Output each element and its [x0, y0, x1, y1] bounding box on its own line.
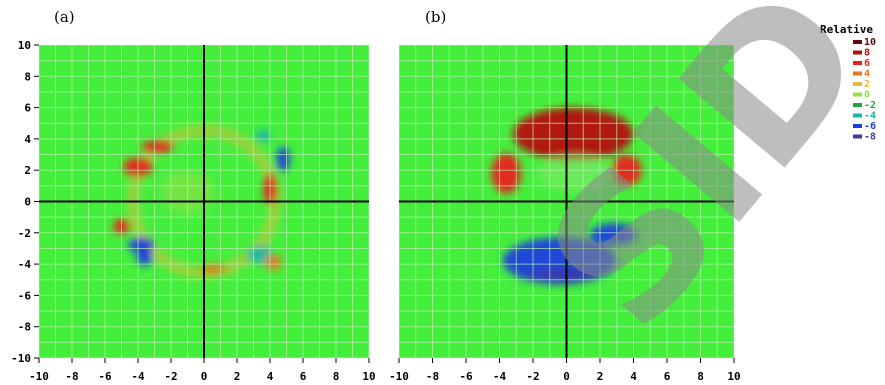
legend-swatch — [853, 40, 862, 44]
legend-label: 10 — [864, 37, 876, 48]
x-tick-label-a: 0 — [201, 370, 208, 383]
x-tick-label-a: 2 — [234, 370, 241, 383]
x-tick-label-a: 6 — [300, 370, 307, 383]
x-tick-label-b: -8 — [426, 370, 439, 383]
x-tick-label-b: 4 — [630, 370, 637, 383]
x-tick-label-a: 8 — [333, 370, 340, 383]
y-tick-label-a: 0 — [24, 196, 31, 209]
heatmap-panel-a: -10 -8 -6 -4 -2 0 2 4 6 8 10 10 8 6 4 2 0 -2 -4 -6 -8 -10 — [11, 39, 376, 383]
legend-swatch — [853, 124, 862, 128]
heatmap-blob-a-10 — [265, 254, 282, 271]
x-tick-label-b: -2 — [526, 370, 539, 383]
y-tick-label-a: -10 — [11, 352, 31, 365]
legend-label: 4 — [864, 69, 870, 80]
heatmap-blob-b-0 — [512, 107, 634, 161]
heatmap-blob-b-5 — [526, 268, 601, 282]
y-tick-label-a: 6 — [24, 102, 31, 115]
legend-label: 6 — [864, 58, 870, 69]
legend-swatch — [853, 92, 862, 97]
x-tick-label-b: -6 — [459, 370, 473, 383]
heatmap-blob-a-6 — [276, 146, 290, 172]
legend-label: 2 — [864, 79, 870, 90]
legend-swatch — [853, 50, 862, 55]
x-tick-label-b: 8 — [697, 370, 704, 383]
x-tick-label-b: -4 — [493, 370, 507, 383]
x-tick-label-b: 2 — [597, 370, 604, 383]
axes-a — [34, 44, 370, 363]
x-tick-label-a: -10 — [29, 370, 49, 383]
heatmap-blob-a-2 — [141, 140, 175, 153]
heatmap-blob-b-1 — [491, 152, 522, 194]
y-tick-label-a: -4 — [18, 258, 32, 271]
legend-label: -6 — [864, 121, 876, 132]
legend-swatch — [853, 82, 862, 86]
heatmap-blob-b-4 — [589, 223, 637, 246]
legend-swatch — [853, 113, 862, 118]
legend-label: 8 — [864, 48, 870, 59]
x-tick-label-a: 10 — [362, 370, 375, 383]
heatmap-blob-a-4 — [128, 237, 155, 254]
x-tick-label-a: -6 — [98, 370, 112, 383]
heatmap-features-b — [491, 107, 642, 285]
legend-swatch — [853, 71, 862, 76]
x-tick-label-a: -4 — [131, 370, 145, 383]
x-tick-label-b: 6 — [664, 370, 671, 383]
y-tick-label-a: 10 — [18, 39, 31, 52]
x-tick-label-b: 0 — [563, 370, 570, 383]
x-tick-label-b: 10 — [727, 370, 740, 383]
x-tick-label-b: -10 — [389, 370, 409, 383]
legend-swatch — [853, 103, 862, 107]
tick-labels-b: -10 -8 -6 -4 -2 0 2 4 6 8 10 — [389, 370, 741, 383]
heatmap-blob-a-7 — [255, 129, 272, 143]
heatmap-panel-b: -10 -8 -6 -4 -2 0 2 4 6 8 10 — [389, 45, 741, 383]
axes-b — [398, 45, 735, 363]
y-tick-label-a: 8 — [24, 70, 31, 83]
panel-label-a: (a) — [54, 8, 75, 26]
panel-label-b: (b) — [425, 8, 446, 26]
x-tick-label-a: -8 — [65, 370, 78, 383]
y-tick-label-a: -6 — [18, 289, 32, 302]
heatmap-blob-a-5 — [136, 250, 153, 266]
x-tick-label-a: -2 — [164, 370, 177, 383]
legend-title: Relative — [820, 23, 873, 36]
heatmap-blob-b-6 — [538, 154, 612, 193]
legend-swatch — [853, 134, 862, 139]
y-tick-label-a: 4 — [24, 133, 31, 146]
legend-label: -2 — [864, 100, 876, 111]
legend-label: -4 — [864, 111, 876, 122]
x-tick-label-a: 4 — [267, 370, 274, 383]
legend-swatch — [853, 61, 862, 65]
tick-labels-a: -10 -8 -6 -4 -2 0 2 4 6 8 10 10 8 6 4 2 0 -2 -4 -6 -8 -10 — [11, 39, 376, 383]
legend-label: -8 — [864, 132, 876, 143]
y-tick-label-a: -8 — [18, 321, 31, 334]
y-tick-label-a: 2 — [24, 164, 31, 177]
y-tick-label-a: -2 — [18, 227, 31, 240]
legend-label: 0 — [864, 90, 870, 101]
